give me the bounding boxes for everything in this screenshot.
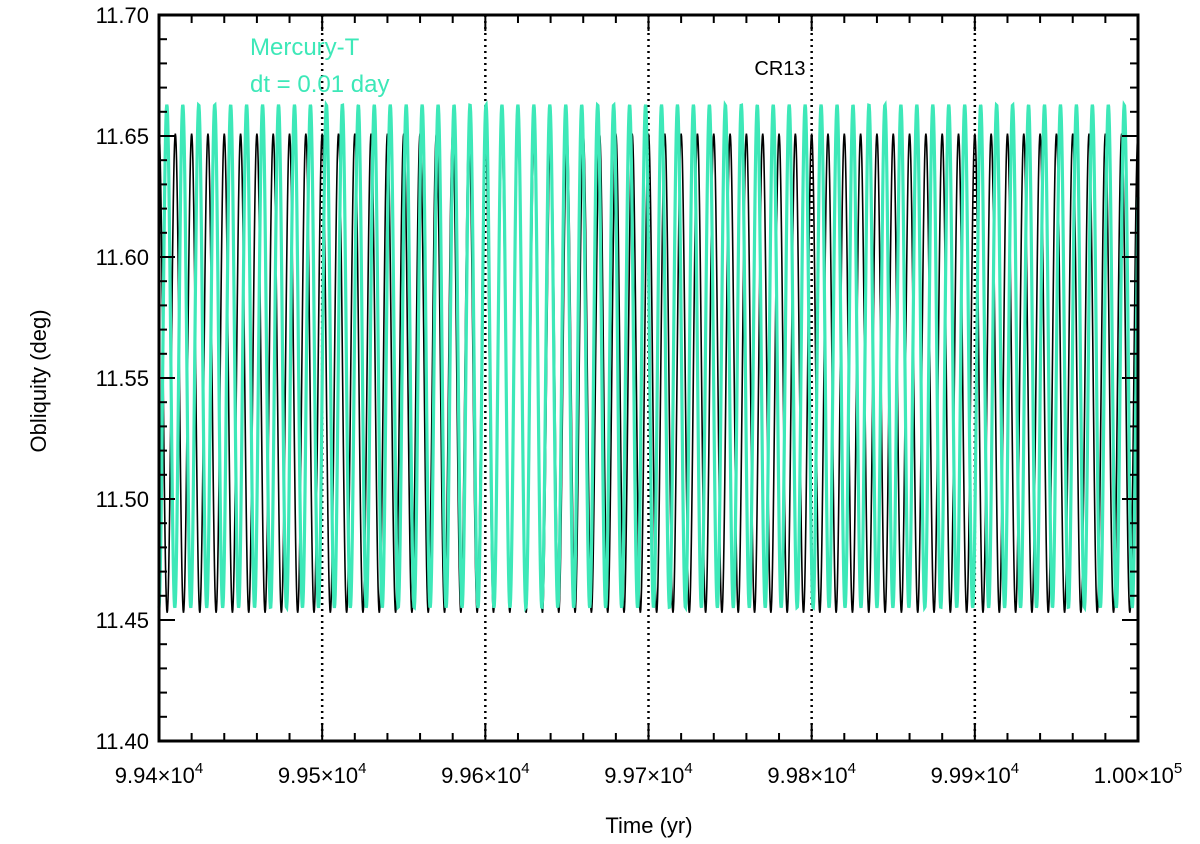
x-tick-label: 9.99×104 bbox=[931, 760, 1019, 788]
y-tick-label: 11.40 bbox=[96, 729, 149, 754]
axis-ticks bbox=[158, 14, 1139, 742]
legend-label-timestep: dt = 0.01 day bbox=[250, 71, 389, 98]
y-tick-label: 11.60 bbox=[96, 245, 149, 270]
series-line-1 bbox=[158, 133, 1139, 613]
series-line-2 bbox=[157, 99, 1140, 613]
y-axis-label: Obliquity (deg) bbox=[26, 309, 51, 452]
y-tick-label: 11.55 bbox=[96, 366, 149, 391]
x-axis-label: Time (yr) bbox=[605, 813, 692, 838]
x-tick-label: 9.97×104 bbox=[604, 760, 692, 788]
x-tick-label: 9.95×104 bbox=[278, 760, 366, 788]
y-tick-label: 11.50 bbox=[96, 487, 149, 512]
y-tick-label: 11.65 bbox=[96, 124, 149, 149]
x-tick-label: 9.96×104 bbox=[441, 760, 529, 788]
x-tick-label: 1.00×105 bbox=[1094, 760, 1182, 788]
legend-label-series: Mercury-T bbox=[250, 34, 360, 61]
y-tick-label: 11.70 bbox=[96, 3, 149, 28]
tick-labels: 11.40 11.45 11.50 11.55 11.60 11.65 11.70 9.94×… bbox=[96, 3, 1183, 788]
x-tick-label: 9.94×104 bbox=[115, 760, 203, 788]
x-tick-label: 9.98×104 bbox=[767, 760, 855, 788]
y-tick-label: 11.45 bbox=[96, 608, 149, 633]
annotation-cr13: CR13 bbox=[754, 58, 805, 80]
series-layer bbox=[157, 99, 1140, 613]
